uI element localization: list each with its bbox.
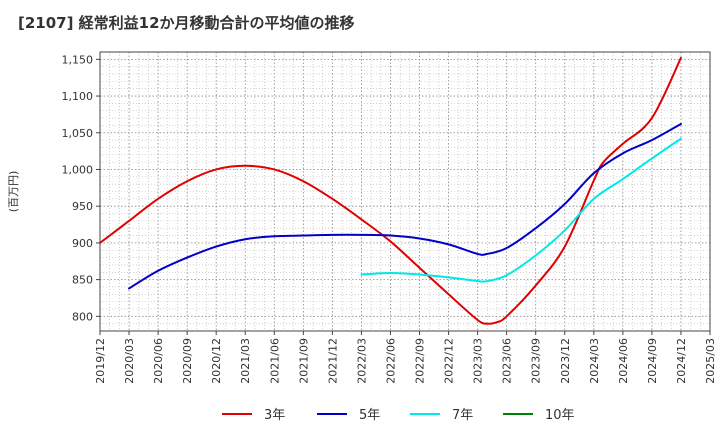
x-tick-label: 2021/12 xyxy=(326,338,339,384)
y-tick-label: 1,050 xyxy=(62,127,94,140)
x-tick-label: 2023/06 xyxy=(501,338,514,384)
x-tick-label: 2024/06 xyxy=(617,338,630,384)
x-tick-label: 2023/12 xyxy=(559,338,572,384)
axis-layer: 800 850 900 950 1,000 1,050 1,100 1,150 2019/12 2… xyxy=(7,51,717,384)
legend-label: 5年 xyxy=(359,408,380,423)
legend-label: 10年 xyxy=(545,408,575,423)
x-tick-label: 2021/06 xyxy=(268,338,281,384)
y-tick-label: 1,100 xyxy=(62,90,94,103)
x-tick-label: 2024/09 xyxy=(646,338,659,384)
plot-frame xyxy=(99,51,711,332)
y-tick-label: 950 xyxy=(72,200,93,213)
x-tick-label: 2020/12 xyxy=(210,338,223,384)
y-tick-label: 1,150 xyxy=(62,53,94,66)
x-tick-label: 2023/09 xyxy=(530,338,543,384)
x-tick-label: 2022/06 xyxy=(384,338,397,384)
plot-area xyxy=(100,52,710,331)
x-tick-label: 2025/03 xyxy=(704,338,717,384)
x-tick-label: 2022/09 xyxy=(414,338,427,384)
x-tick-label: 2020/03 xyxy=(123,338,136,384)
legend-label: 3年 xyxy=(264,408,285,423)
x-tick-label: 2021/03 xyxy=(239,338,252,384)
grid-layer xyxy=(99,51,711,331)
x-tick-label: 2021/09 xyxy=(297,338,310,384)
chart-title: [2107] 経常利益12か月移動合計の平均値の推移 xyxy=(18,14,355,32)
x-tick-label: 2024/12 xyxy=(675,338,688,384)
y-axis-label: (百万円) xyxy=(7,171,20,213)
y-tick-label: 900 xyxy=(72,237,93,250)
x-tick-label: 2022/03 xyxy=(355,338,368,384)
series-line xyxy=(99,56,682,325)
x-tick-label: 2024/03 xyxy=(588,338,601,384)
x-tick-label: 2020/09 xyxy=(181,338,194,384)
legend-label: 7年 xyxy=(452,408,473,423)
legend-layer: 3年 5年 7年 10年 xyxy=(222,408,575,423)
series-line xyxy=(128,122,682,290)
x-tick-label: 2023/03 xyxy=(472,338,485,384)
x-tick-label: 2022/12 xyxy=(443,338,456,384)
x-tick-label: 2019/12 xyxy=(94,338,107,384)
series-layer xyxy=(99,56,682,325)
series-line xyxy=(360,137,682,283)
x-tick-label: 2020/06 xyxy=(152,338,165,384)
y-tick-label: 850 xyxy=(72,274,93,287)
y-tick-label: 800 xyxy=(72,310,93,323)
y-tick-label: 1,000 xyxy=(62,163,94,176)
